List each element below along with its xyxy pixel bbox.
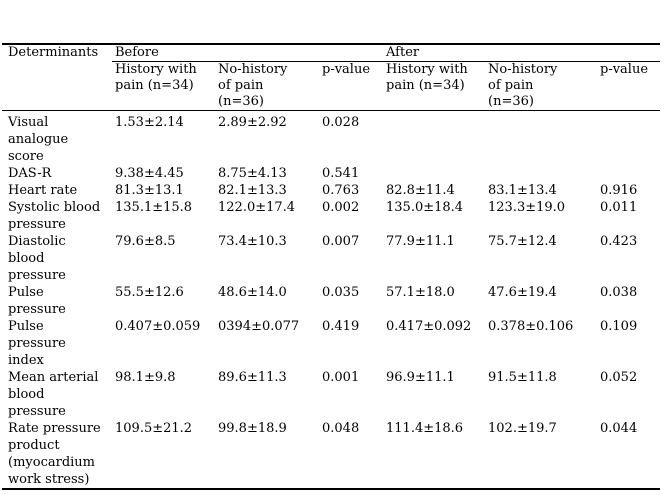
data-cell: 73.4±10.3 xyxy=(218,234,287,249)
data-cell: 96.9±11.1 xyxy=(386,370,455,385)
data-cell xyxy=(597,111,660,166)
data-cell: 0.011 xyxy=(600,200,638,215)
data-cell: 0.007 xyxy=(322,234,360,249)
subheader-after-history: History with pain (n=34) xyxy=(383,61,485,111)
data-cell: 91.5±11.8 xyxy=(488,370,557,385)
data-cell: 135.0±18.4 xyxy=(386,200,464,215)
group-header-row: Determinants Before After xyxy=(2,44,660,111)
data-cell: 57.1±18.0 xyxy=(386,285,455,300)
data-cell: 55.5±12.6 xyxy=(115,285,184,300)
data-cell: 81.3±13.1 xyxy=(115,183,184,198)
table-row-mean-arterial-blood-pressure: Mean arterial blood pressure 98.1±9.8 89… xyxy=(2,369,660,420)
data-cell: 2.89±2.92 xyxy=(218,115,287,130)
group-header-before: Before xyxy=(112,44,383,62)
data-cell: 123.3±19.0 xyxy=(488,200,566,215)
data-cell: 98.1±9.8 xyxy=(115,370,176,385)
subheader-before-nohistory: No-history of pain (n=36) xyxy=(215,61,319,111)
row-label: Heart rate xyxy=(8,183,78,198)
data-cell xyxy=(485,111,597,166)
data-cell: 0.109 xyxy=(600,319,638,334)
data-cell: 99.8±18.9 xyxy=(218,421,287,436)
data-cell: 102.±19.7 xyxy=(488,421,557,436)
table-row-systolic-blood-pressure: Systolic blood pressure 135.1±15.8 122.0… xyxy=(2,199,660,233)
row-label: DAS-R xyxy=(8,166,52,181)
data-cell: 0.048 xyxy=(322,421,360,436)
data-cell: 0.763 xyxy=(322,183,360,198)
data-cell: 0.052 xyxy=(600,370,638,385)
table-row-pulse-pressure-index: Pulse pressure index 0.407±0.059 0394±0.… xyxy=(2,318,660,369)
data-cell: 0.417±0.092 xyxy=(386,319,472,334)
data-cell: 82.1±13.3 xyxy=(218,183,287,198)
table-row-rate-pressure-product: Rate pressure product (myocardium work s… xyxy=(2,420,660,489)
table-row-pulse-pressure: Pulse pressure 55.5±12.6 48.6±14.0 0.035… xyxy=(2,284,660,318)
table-row-heart-rate: Heart rate 81.3±13.1 82.1±13.3 0.763 82.… xyxy=(2,182,660,199)
data-cell xyxy=(485,165,597,182)
subheader-after-nohistory: No-history of pain (n=36) xyxy=(485,61,597,111)
table-row-diastolic-blood-pressure: Diastolic blood pressure 79.6±8.5 73.4±1… xyxy=(2,233,660,284)
data-cell: 0.035 xyxy=(322,285,360,300)
subheader-after-pvalue: p-value xyxy=(597,61,660,111)
data-cell xyxy=(383,111,485,166)
table-row-das-r: DAS-R 9.38±4.45 8.75±4.13 0.541 xyxy=(2,165,660,182)
table-row-visual-analogue-score: Visual analogue score 1.53±2.14 2.89±2.9… xyxy=(2,111,660,166)
row-label: Pulse pressure index xyxy=(8,319,66,368)
subheader-before-pvalue: p-value xyxy=(319,61,383,111)
data-cell xyxy=(383,165,485,182)
data-cell: 0394±0.077 xyxy=(218,319,300,334)
data-cell: 111.4±18.6 xyxy=(386,421,464,436)
row-label: Rate pressure product (myocardium work s… xyxy=(8,421,101,487)
sub-header-row: History with pain (n=34) No-history of p… xyxy=(2,61,660,111)
data-cell: 89.6±11.3 xyxy=(218,370,287,385)
data-cell: 47.6±19.4 xyxy=(488,285,557,300)
data-cell: 135.1±15.8 xyxy=(115,200,193,215)
data-cell: 0.038 xyxy=(600,285,638,300)
data-cell: 8.75±4.13 xyxy=(218,166,287,181)
data-cell: 83.1±13.4 xyxy=(488,183,557,198)
data-cell: 0.419 xyxy=(322,319,360,334)
data-cell: 79.6±8.5 xyxy=(115,234,176,249)
data-cell: 122.0±17.4 xyxy=(218,200,296,215)
determinants-table-container: Determinants Before After History with p… xyxy=(2,43,662,490)
data-cell xyxy=(597,165,660,182)
data-cell: 0.378±0.106 xyxy=(488,319,574,334)
row-label: Visual analogue score xyxy=(8,115,69,164)
group-header-after: After xyxy=(383,44,660,62)
determinants-header-cell: Determinants xyxy=(2,44,112,111)
data-cell: 0.028 xyxy=(322,115,360,130)
data-cell: 0.002 xyxy=(322,200,360,215)
data-cell: 0.407±0.059 xyxy=(115,319,201,334)
row-label: Diastolic blood pressure xyxy=(8,234,66,283)
data-cell: 9.38±4.45 xyxy=(115,166,184,181)
data-cell: 75.7±12.4 xyxy=(488,234,557,249)
data-cell: 1.53±2.14 xyxy=(115,115,184,130)
row-label: Pulse pressure xyxy=(8,285,66,317)
row-label: Systolic blood pressure xyxy=(8,200,101,232)
subheader-before-history: History with pain (n=34) xyxy=(112,61,215,111)
data-cell: 109.5±21.2 xyxy=(115,421,193,436)
data-cell: 82.8±11.4 xyxy=(386,183,455,198)
data-cell: 77.9±11.1 xyxy=(386,234,455,249)
data-cell: 0.541 xyxy=(322,166,360,181)
data-cell: 0.423 xyxy=(600,234,638,249)
data-cell: 0.916 xyxy=(600,183,638,198)
row-label: Mean arterial blood pressure xyxy=(8,370,99,419)
data-cell: 0.001 xyxy=(322,370,360,385)
determinants-table: Determinants Before After History with p… xyxy=(2,43,660,490)
data-cell: 48.6±14.0 xyxy=(218,285,287,300)
data-cell: 0.044 xyxy=(600,421,638,436)
